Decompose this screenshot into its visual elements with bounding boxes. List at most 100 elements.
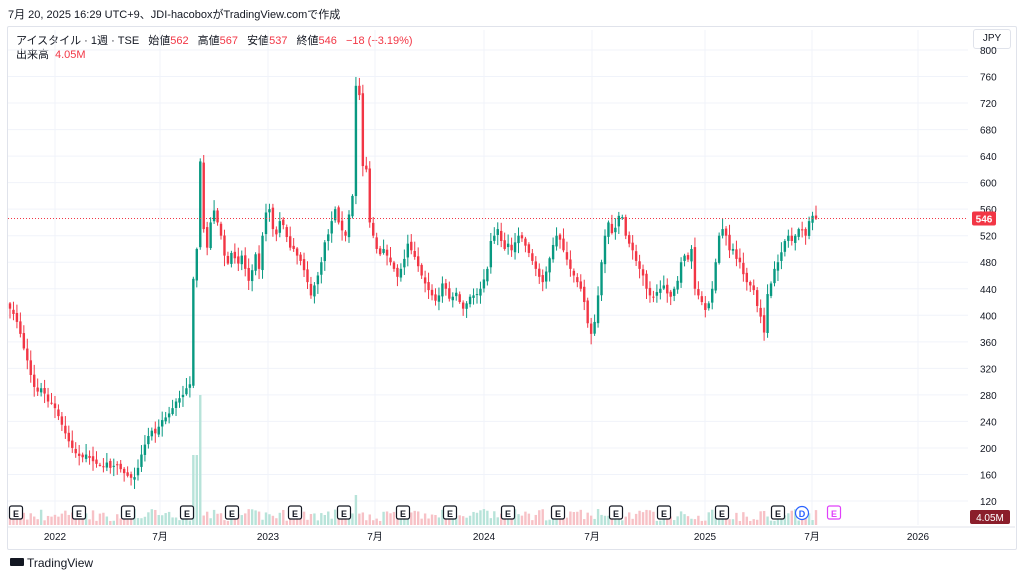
chart-header: 7月 20, 2025 16:29 UTC+9、JDI-hacoboxがTrad… <box>8 9 341 21</box>
volume-bar <box>292 519 295 525</box>
volume-bar <box>752 519 755 525</box>
volume-bar <box>541 509 544 525</box>
candle-body <box>212 210 216 222</box>
candle-body <box>634 251 638 261</box>
y-tick-label: 440 <box>980 285 997 296</box>
volume-bar <box>43 520 46 525</box>
volume-bar <box>77 519 81 525</box>
candle-body <box>74 448 77 454</box>
volume-bar <box>517 514 520 525</box>
volume-bar <box>323 514 326 525</box>
candle-body <box>164 417 167 422</box>
candle-body <box>192 278 195 386</box>
tradingview-brand[interactable]: TradingView <box>10 556 93 570</box>
volume-bar <box>410 512 413 525</box>
y-tick-label: 680 <box>980 126 997 137</box>
candle-body <box>669 291 672 297</box>
volume-bar <box>46 515 50 525</box>
candle-body <box>610 223 614 234</box>
y-tick-label: 320 <box>980 364 997 375</box>
candle-body <box>755 290 759 307</box>
volume-bar <box>351 513 354 525</box>
candle-body <box>496 229 499 235</box>
open-label: 始値 <box>148 35 171 47</box>
volume-bar <box>98 513 102 525</box>
event-marker-label: D <box>799 509 806 519</box>
candle-body <box>167 413 171 418</box>
y-tick-label: 520 <box>980 232 997 243</box>
change-value: −18 (−3.19%) <box>345 35 413 47</box>
volume-bar <box>510 515 513 525</box>
candle-body <box>8 303 12 309</box>
candle-body <box>302 259 306 271</box>
volume-bar <box>589 515 593 525</box>
candle-body <box>486 268 489 282</box>
volume-bar <box>534 514 538 525</box>
candle-body <box>250 270 254 282</box>
candle-body <box>185 388 188 395</box>
candle-body <box>479 288 482 296</box>
volume-bar <box>313 513 316 525</box>
candle-body <box>205 227 209 248</box>
volume-bar <box>22 512 26 525</box>
candle-body <box>434 294 437 301</box>
volume-bar <box>257 511 261 525</box>
candle-body <box>735 249 738 259</box>
candle-body <box>430 289 434 296</box>
candle-body <box>105 462 109 468</box>
candle-body <box>607 222 610 237</box>
candle-body <box>686 255 690 260</box>
candle-body <box>323 242 326 262</box>
candle-body <box>365 165 368 170</box>
candle-body <box>237 256 240 264</box>
candle-body <box>143 444 147 455</box>
y-tick-label: 280 <box>980 391 997 402</box>
event-marker-label: E <box>125 509 131 519</box>
volume-bar <box>430 514 434 525</box>
earnings-marker <box>500 505 516 520</box>
volume-bar <box>254 510 257 525</box>
volume-bar <box>811 520 814 525</box>
volume-bar <box>188 520 192 525</box>
volume-bar <box>209 518 212 525</box>
volume-bar <box>769 520 773 525</box>
volume-bar <box>136 518 140 525</box>
candle-body <box>233 251 237 259</box>
y-tick-label: 400 <box>980 311 997 322</box>
candle-body <box>520 235 524 239</box>
volume-bar <box>285 520 288 525</box>
candle-body <box>337 207 340 223</box>
candle-body <box>368 168 371 223</box>
candle-body <box>247 267 250 281</box>
volume-bar <box>261 519 264 525</box>
volume-bar <box>316 520 320 525</box>
candle-body <box>320 262 323 275</box>
volume-bar <box>275 518 278 525</box>
tradingview-logo-icon <box>10 558 24 566</box>
volume-bar <box>704 520 707 525</box>
earnings-marker <box>770 505 786 520</box>
volume-bar <box>500 513 503 525</box>
candle-body <box>648 287 652 296</box>
candle-body <box>292 245 295 249</box>
volume-bar <box>593 518 596 525</box>
volume-bar <box>628 512 631 525</box>
close-value: 546 <box>318 35 337 47</box>
candle-body <box>116 464 119 466</box>
candle-body <box>347 214 351 238</box>
volume-bar <box>655 520 659 525</box>
volume-bar <box>333 509 337 525</box>
candle-body <box>600 262 603 296</box>
earnings-marker <box>8 505 24 520</box>
volume-bar <box>81 519 84 525</box>
candle-body <box>576 277 579 283</box>
candle-body <box>295 248 299 256</box>
symbol-title[interactable]: アイスタイル · 1週 · TSE <box>16 35 140 47</box>
currency-button[interactable]: JPY <box>973 29 1011 49</box>
volume-bar <box>320 513 323 525</box>
volume-bar <box>749 520 752 525</box>
candle-body <box>773 268 776 284</box>
volume-bar <box>19 516 22 525</box>
volume-bar <box>171 517 174 525</box>
